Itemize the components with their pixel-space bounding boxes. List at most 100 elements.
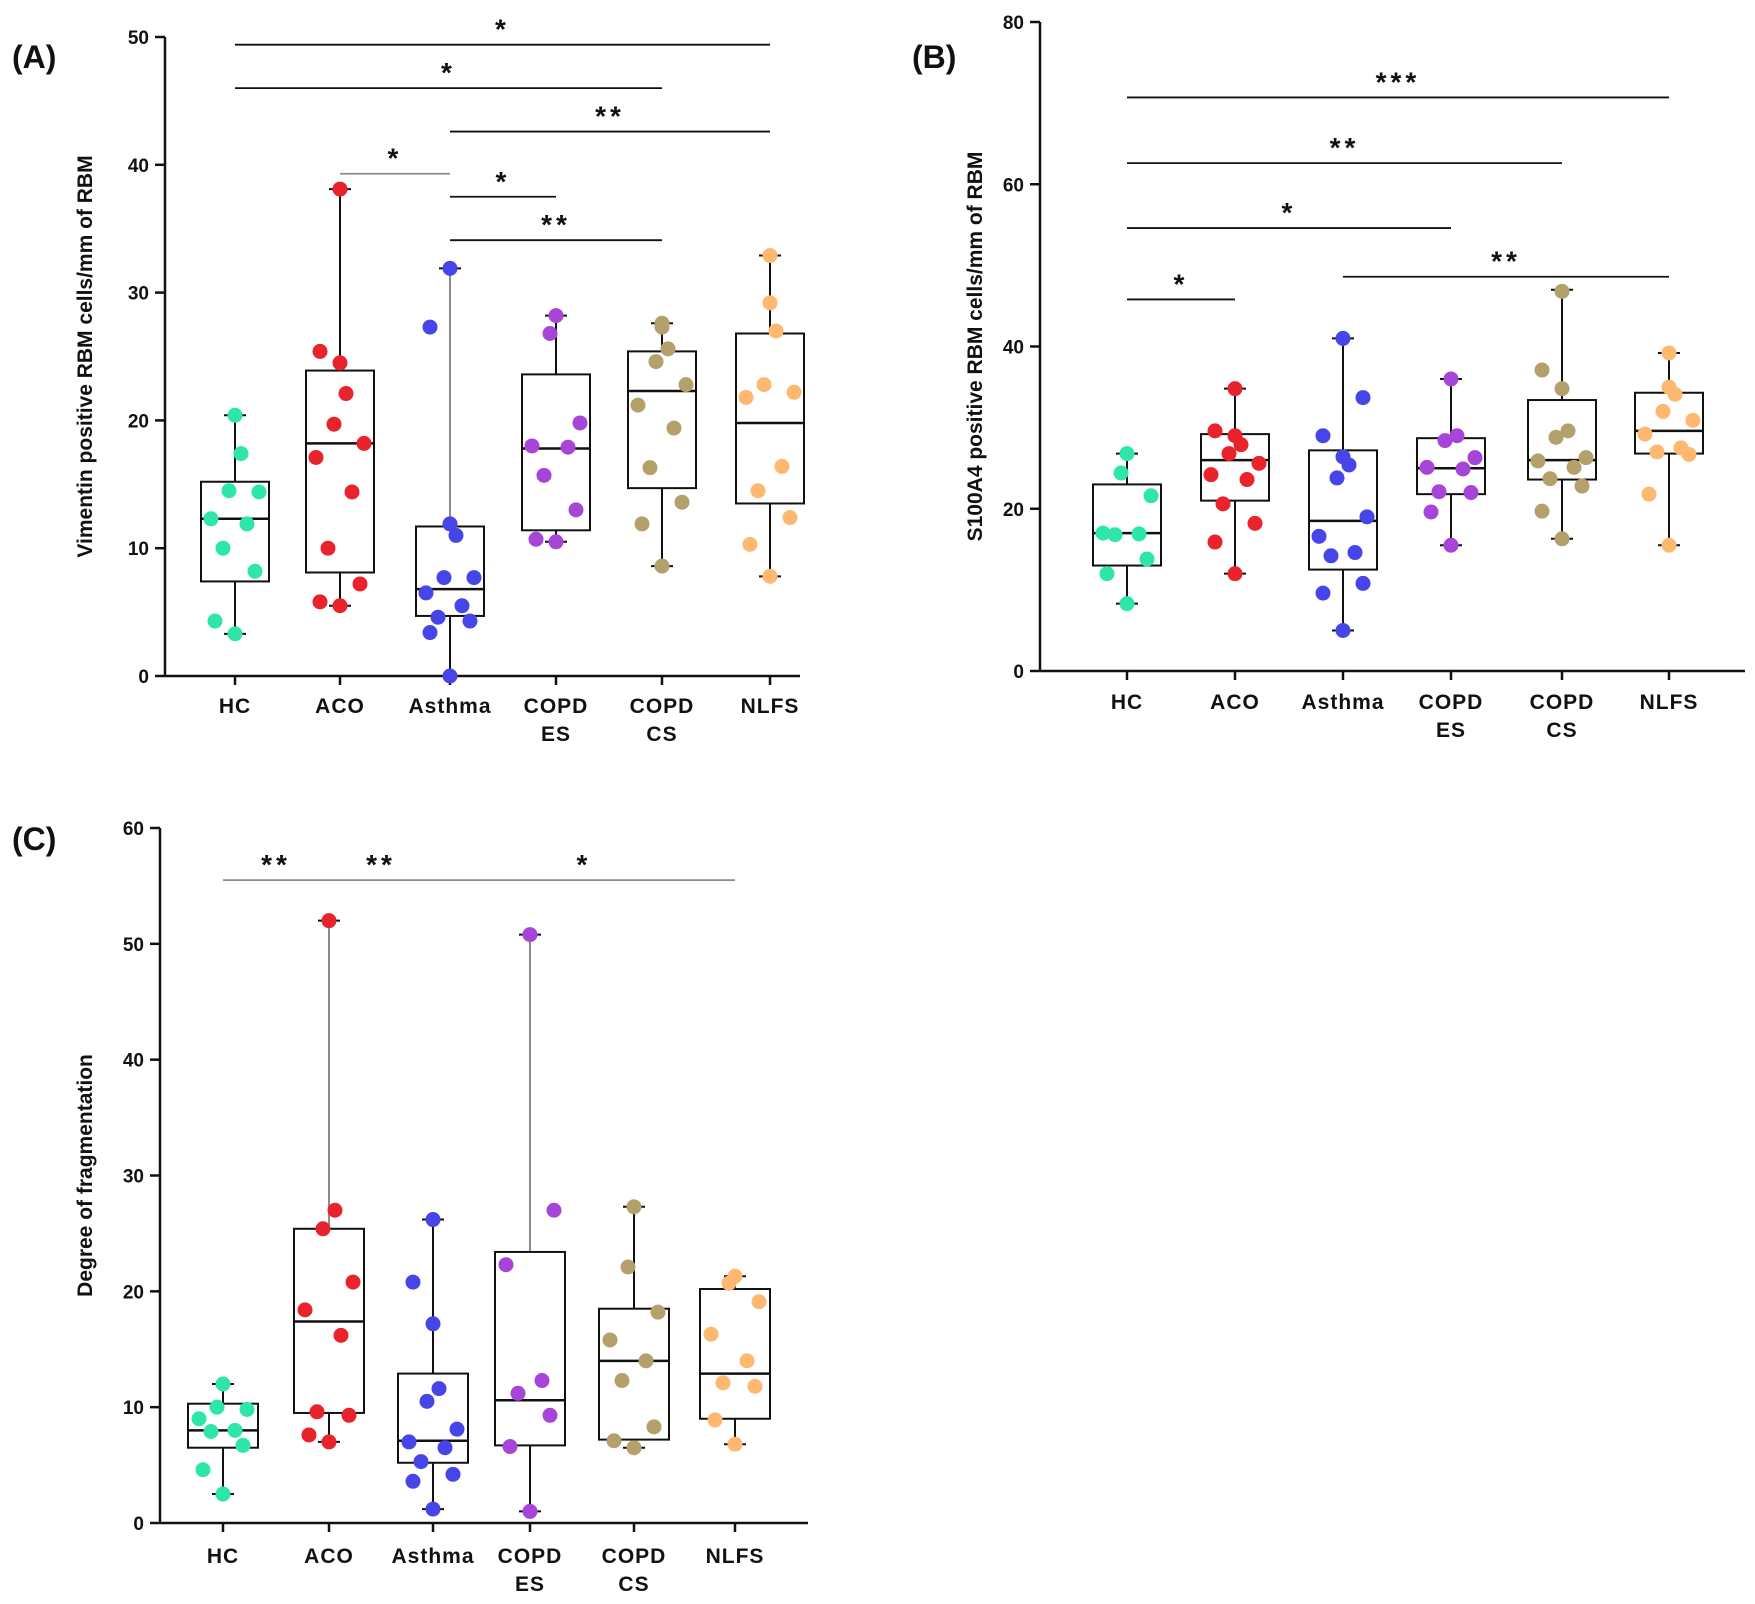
panel-a-box-asthma-data-point <box>430 609 446 625</box>
panel-a-significance-label: * <box>441 57 456 88</box>
panel-a-box-aco-data-point <box>332 355 348 371</box>
panel-b-box-copd-es-data-point <box>1467 450 1483 466</box>
panel-c-box-hc-data-point <box>215 1486 231 1502</box>
panel-b-box-hc-iqr <box>1092 483 1162 567</box>
panel-a-box-asthma-data-point <box>422 319 438 335</box>
panel-c-box-copd-es-data-point <box>546 1202 562 1218</box>
panel-c-box-asthma-data-point <box>449 1421 465 1437</box>
panel-c-box-copd-es-data-point <box>498 1257 514 1273</box>
panel-c-box-aco-data-point <box>333 1327 349 1343</box>
panel-a-box-copd-es-data-point <box>568 502 584 518</box>
panel-b-box-aco-data-point <box>1239 472 1255 488</box>
panel-c-box-copd-cs-data-point <box>606 1433 622 1449</box>
panel-b-x-tick-label-copd-es: COPD ES <box>1419 691 1484 742</box>
panel-a-box-asthma-data-point <box>442 260 458 276</box>
panel-b-box-copd-cs-data-point <box>1574 478 1590 494</box>
panel-a-box-hc-data-point <box>233 446 249 462</box>
panel-b-label: (B) <box>912 39 956 75</box>
panel-c-box-copd-es-iqr <box>494 1250 566 1447</box>
panel-b-box-copd-cs-data-point <box>1566 459 1582 475</box>
panel-a-box-hc-data-point <box>227 407 243 423</box>
panel-a-y-tick-label: 50 <box>128 28 149 49</box>
panel-a-box-nlfs-data-point <box>742 536 758 552</box>
panel-a-box-nlfs-data-point <box>750 483 766 499</box>
panel-a-box-aco-data-point <box>312 594 328 610</box>
panel-a-box-aco-data-point <box>352 576 368 592</box>
panel-c-box-nlfs-data-point <box>747 1378 763 1394</box>
panel-b-box-nlfs-data-point <box>1655 403 1671 419</box>
panel-b-box-copd-es-data-point <box>1443 371 1459 387</box>
panel-b-box-hc-data-point <box>1119 446 1135 462</box>
panel-c-box-copd-cs-data-point <box>620 1259 636 1275</box>
panel-b-box-copd-cs-data-point <box>1534 503 1550 519</box>
panel-b-box-copd-es-data-point <box>1449 428 1465 444</box>
panel-c-y-tick-label: 50 <box>123 935 144 956</box>
panel-a-box-copd-cs-data-point <box>666 420 682 436</box>
panel-c-box-aco-data-point <box>297 1302 313 1318</box>
panel-b-box-nlfs-data-point <box>1661 379 1677 395</box>
panel-b-box-asthma-data-point <box>1359 509 1375 525</box>
panel-a-box-copd-cs-data-point <box>634 516 650 532</box>
panel-b-box-asthma-data-point <box>1329 470 1345 486</box>
panel-b-chart: (B) 0 20 40 60 80 S100A4 positive RBM cells/mm… <box>912 13 1745 742</box>
panel-c-box-aco-data-point <box>315 1221 331 1237</box>
panel-a-box-copd-es-data-point <box>524 438 540 454</box>
panel-a-box-aco-data-point <box>338 386 354 402</box>
panel-a-box-nlfs-data-point <box>756 377 772 393</box>
panel-c-box-copd-es-data-point <box>510 1385 526 1401</box>
panel-c-box-copd-es-data-point <box>522 927 538 943</box>
panel-a-significance-label: * <box>496 166 511 197</box>
panel-b-box-asthma-data-point <box>1323 548 1339 564</box>
panel-b-box-copd-es-data-point <box>1423 504 1439 520</box>
panel-c-box-hc-data-point <box>239 1401 255 1417</box>
panel-a-chart: (A) 0 10 20 30 40 50 Vimentin positive RBM cell… <box>12 14 805 746</box>
panel-a-box-aco-data-point <box>356 435 372 451</box>
panel-b-box-copd-es-data-point <box>1463 485 1479 501</box>
panel-b-y-axis-label: S100A4 positive RBM cells/mm of RBM <box>964 152 987 542</box>
panel-b-box-aco-data-point <box>1207 423 1223 439</box>
panel-b-box-aco-data-point <box>1227 381 1243 397</box>
panel-a-box-hc-data-point <box>247 563 263 579</box>
panel-a-box-nlfs-data-point <box>774 458 790 474</box>
panel-a-box-hc-data-point <box>251 484 267 500</box>
panel-c-box-asthma-data-point <box>425 1501 441 1517</box>
panel-b-box-aco-data-point <box>1203 467 1219 483</box>
panel-a-box-aco-data-point <box>308 449 324 465</box>
panel-c-box-nlfs-data-point <box>727 1436 743 1452</box>
panel-a-box-hc-data-point <box>227 626 243 642</box>
panel-a-box-aco-data-point <box>320 540 336 556</box>
panel-a-box-copd-es-data-point <box>548 534 564 550</box>
panel-b-box-copd-cs-data-point <box>1530 453 1546 469</box>
panel-c-box-aco-data-point <box>341 1407 357 1423</box>
panel-b-box-copd-cs-data-point <box>1542 471 1558 487</box>
panel-b-box-asthma-data-point <box>1347 545 1363 561</box>
panel-b-box-hc-data-point <box>1113 465 1129 481</box>
panel-a-y-tick-label: 10 <box>128 539 149 560</box>
panel-a-box-copd-es-data-point <box>572 415 588 431</box>
panel-a-box-nlfs-data-point <box>762 248 778 264</box>
panel-a-significance-label: ** <box>595 101 625 132</box>
panel-c-x-tick-label-aco: ACO <box>304 1545 354 1568</box>
panel-a-box-asthma-data-point <box>454 598 470 614</box>
panel-b-box-aco-data-point <box>1251 455 1267 471</box>
panel-c-box-asthma-data-point <box>445 1466 461 1482</box>
panel-c-chart: (C) 0 10 20 30 40 50 60 Degree of fragmentation H… <box>12 819 808 1596</box>
panel-a-y-axis-label: Vimentin positive RBM cells/mm of RBM <box>74 155 97 557</box>
panel-c-box-hc-data-point <box>235 1437 251 1453</box>
panel-b-box-nlfs-data-point <box>1673 440 1689 456</box>
panel-c-box-copd-cs-data-point <box>638 1353 654 1369</box>
panel-a-box-hc-data-point <box>239 516 255 532</box>
panel-a-y-tick-label: 30 <box>128 284 149 305</box>
panel-c-y-tick-label: 0 <box>133 1514 144 1535</box>
panel-b-box-asthma-data-point <box>1335 330 1351 346</box>
panel-c-box-nlfs-data-point <box>715 1375 731 1391</box>
panel-c-x-tick-label-copd-es: COPD ES <box>498 1545 563 1596</box>
panel-a-box-asthma-data-point <box>466 570 482 586</box>
panel-c-box-asthma-data-point <box>419 1393 435 1409</box>
panel-b-box-nlfs-data-point <box>1649 444 1665 460</box>
panel-b-significance-label: *** <box>1376 66 1421 97</box>
panel-c-y-tick-label: 60 <box>123 819 144 840</box>
panel-c-box-copd-es-data-point <box>502 1439 518 1455</box>
panel-b-box-copd-cs-data-point <box>1554 381 1570 397</box>
